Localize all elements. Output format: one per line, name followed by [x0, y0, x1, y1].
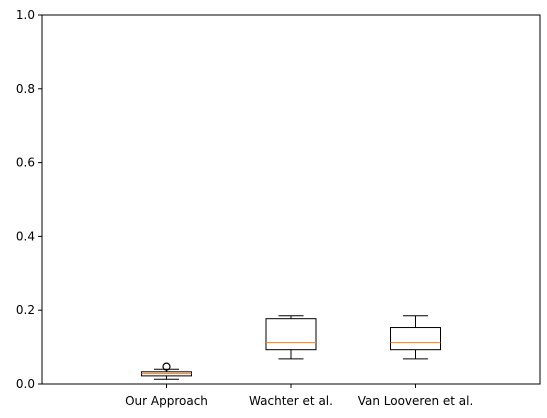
box-group [265, 315, 317, 360]
y-tick-label: 0.0 [16, 377, 35, 391]
y-tick-label: 0.2 [16, 303, 35, 317]
iqr-box [390, 327, 441, 351]
x-axis: Our Approach Wachter et al. Van Looveren e… [125, 384, 473, 408]
x-tick-label: Wachter et al. [249, 394, 333, 408]
box-group [141, 362, 192, 380]
y-axis: 0.0 0.2 0.4 0.6 0.8 1.0 [16, 8, 42, 391]
y-tick-label: 0.8 [16, 82, 35, 96]
y-tick-label: 1.0 [16, 8, 35, 22]
x-tick-label: Van Looveren et al. [358, 394, 474, 408]
y-tick-label: 0.6 [16, 156, 35, 170]
outlier-point [162, 362, 171, 371]
plot-marks [141, 315, 441, 380]
iqr-box [265, 318, 317, 351]
y-tick-label: 0.4 [16, 229, 35, 243]
x-tick-label: Our Approach [125, 394, 208, 408]
box-group [390, 315, 441, 360]
